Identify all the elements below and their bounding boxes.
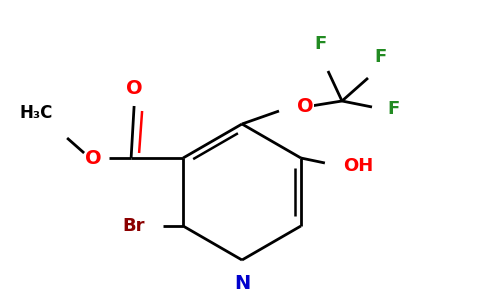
Text: F: F: [387, 100, 399, 118]
Text: O: O: [85, 148, 102, 167]
Text: H₃C: H₃C: [20, 104, 53, 122]
Text: OH: OH: [343, 157, 373, 175]
Text: F: F: [314, 35, 326, 53]
Text: F: F: [374, 48, 386, 66]
Text: N: N: [234, 274, 250, 293]
Text: O: O: [297, 97, 314, 116]
Text: Br: Br: [122, 217, 145, 235]
Text: O: O: [126, 79, 142, 98]
